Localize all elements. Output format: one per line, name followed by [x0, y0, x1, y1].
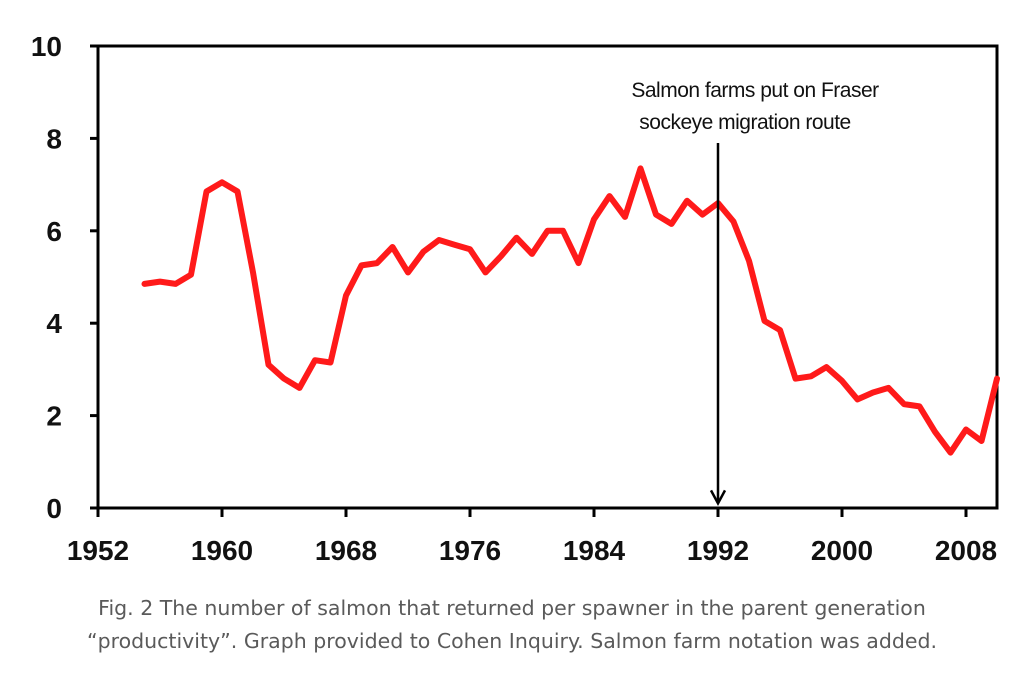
x-tick-label: 1984 — [563, 535, 626, 566]
productivity-chart: 0 2 4 6 8 10 1952 1960 1968 1976 1984 1992 2000 2008… — [31, 31, 1000, 566]
y-tick-label: 4 — [46, 308, 62, 339]
x-tick-label: 2008 — [935, 535, 997, 566]
figure-caption: Fig. 2 The number of salmon that returne… — [20, 592, 1004, 658]
plot-frame — [96, 44, 999, 510]
y-tick-label: 10 — [31, 31, 62, 62]
annotation-text-line-2: sockeye migration route — [639, 111, 850, 134]
x-tick-label: 1952 — [67, 535, 129, 566]
x-tick-label: 1976 — [439, 535, 501, 566]
x-axis-ticks: 1952 1960 1968 1976 1984 1992 2000 2008 — [67, 508, 997, 566]
x-tick-label: 1992 — [687, 535, 749, 566]
annotation-arrowhead — [709, 489, 727, 507]
y-tick-label: 0 — [46, 493, 62, 524]
y-tick-label: 6 — [46, 216, 62, 247]
x-tick-label: 1968 — [315, 535, 377, 566]
x-tick-label: 1960 — [191, 535, 253, 566]
productivity-line — [141, 165, 1000, 456]
caption-line-1: Fig. 2 The number of salmon that returne… — [98, 596, 926, 620]
y-tick-label: 8 — [46, 123, 62, 154]
caption-line-2: “productivity”. Graph provided to Cohen … — [87, 629, 937, 653]
data-series — [141, 165, 1000, 456]
annotation-text-line-1: Salmon farms put on Fraser — [631, 79, 879, 102]
y-tick-label: 2 — [46, 401, 62, 432]
salmon-farm-annotation: Salmon farms put on Fraser sockeye migrat… — [631, 79, 880, 507]
x-tick-label: 2000 — [811, 535, 873, 566]
y-axis-ticks: 0 2 4 6 8 10 — [31, 31, 98, 524]
plot-border — [96, 44, 999, 510]
